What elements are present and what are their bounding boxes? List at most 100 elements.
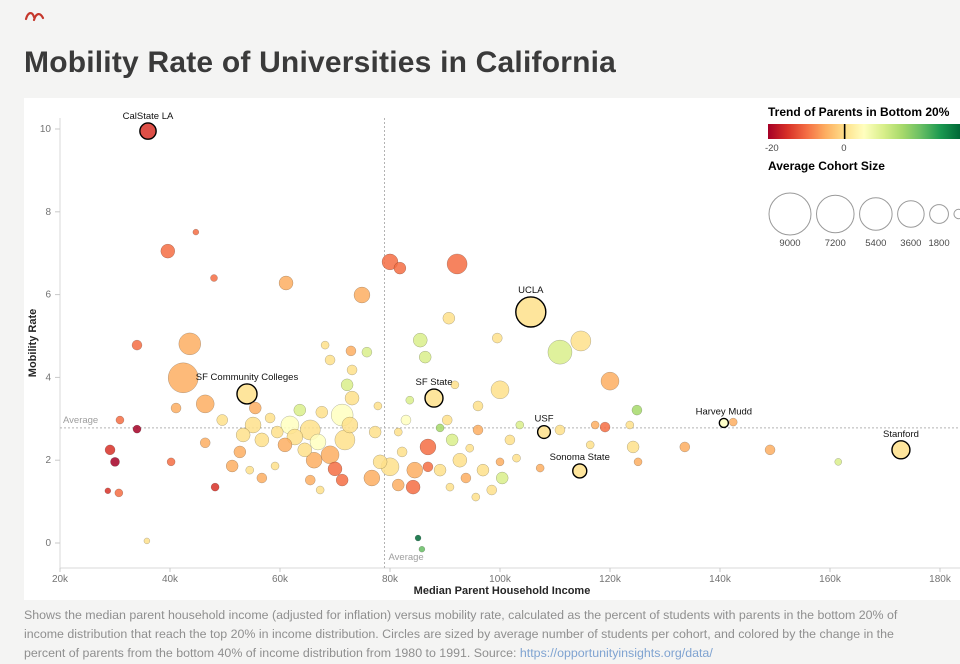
data-point[interactable] xyxy=(110,457,120,467)
data-point-harvey-mudd[interactable] xyxy=(718,417,730,429)
caption-source-link[interactable]: https://opportunityinsights.org/data/ xyxy=(519,646,713,661)
data-point[interactable] xyxy=(372,454,388,470)
data-point[interactable] xyxy=(264,412,276,424)
data-point[interactable] xyxy=(315,405,329,419)
data-point[interactable] xyxy=(271,425,284,439)
data-point[interactable] xyxy=(728,417,738,427)
data-point[interactable] xyxy=(256,472,268,484)
data-point[interactable] xyxy=(335,473,349,487)
data-point[interactable] xyxy=(490,380,510,400)
data-point[interactable] xyxy=(167,362,199,394)
data-point-sf-state[interactable] xyxy=(424,388,444,408)
data-point[interactable] xyxy=(418,545,426,553)
data-point[interactable] xyxy=(270,461,280,471)
data-point[interactable] xyxy=(405,479,421,495)
data-point[interactable] xyxy=(472,400,484,412)
data-point[interactable] xyxy=(554,424,566,436)
data-point-stanford[interactable] xyxy=(891,440,911,460)
data-point-usf[interactable] xyxy=(536,424,552,440)
data-point[interactable] xyxy=(233,445,247,459)
data-point[interactable] xyxy=(433,463,447,477)
data-point[interactable] xyxy=(590,420,600,430)
data-point[interactable] xyxy=(373,401,383,411)
data-point[interactable] xyxy=(585,440,595,450)
data-point[interactable] xyxy=(405,395,415,405)
data-point-sonoma-state[interactable] xyxy=(572,463,588,479)
data-point[interactable] xyxy=(472,424,484,436)
data-point[interactable] xyxy=(286,428,304,446)
data-point[interactable] xyxy=(460,472,472,484)
data-point[interactable] xyxy=(199,437,211,449)
data-point[interactable] xyxy=(633,457,643,467)
data-point[interactable] xyxy=(244,416,262,434)
data-point[interactable] xyxy=(406,461,423,479)
data-point[interactable] xyxy=(132,424,142,434)
data-point[interactable] xyxy=(320,340,330,350)
data-point[interactable] xyxy=(345,345,357,357)
data-point[interactable] xyxy=(442,311,456,325)
data-point[interactable] xyxy=(104,444,116,456)
data-point[interactable] xyxy=(320,445,340,465)
data-point[interactable] xyxy=(114,488,124,498)
data-point[interactable] xyxy=(492,332,503,344)
data-point[interactable] xyxy=(309,433,327,451)
data-point[interactable] xyxy=(450,380,460,390)
data-point[interactable] xyxy=(210,274,218,282)
data-point[interactable] xyxy=(249,401,262,415)
data-point[interactable] xyxy=(104,487,112,495)
data-point[interactable] xyxy=(346,364,358,376)
data-point-ucla[interactable] xyxy=(515,296,547,328)
data-point[interactable] xyxy=(327,461,343,477)
data-point[interactable] xyxy=(305,474,316,486)
data-point[interactable] xyxy=(400,414,412,426)
data-point[interactable] xyxy=(315,485,325,495)
data-point[interactable] xyxy=(445,482,455,492)
data-point[interactable] xyxy=(245,465,255,475)
data-point[interactable] xyxy=(277,437,293,453)
data-point[interactable] xyxy=(535,463,545,473)
data-point[interactable] xyxy=(381,253,399,271)
data-point[interactable] xyxy=(235,427,251,443)
data-point[interactable] xyxy=(363,469,381,487)
data-point[interactable] xyxy=(452,452,468,468)
data-point[interactable] xyxy=(178,332,202,356)
data-point[interactable] xyxy=(465,443,475,453)
data-point[interactable] xyxy=(170,402,182,414)
data-point[interactable] xyxy=(570,330,592,352)
data-point[interactable] xyxy=(495,457,505,467)
data-point[interactable] xyxy=(446,253,468,275)
data-point[interactable] xyxy=(396,446,408,458)
data-point[interactable] xyxy=(422,461,434,473)
data-point[interactable] xyxy=(413,332,428,348)
data-point[interactable] xyxy=(254,432,270,448)
data-point[interactable] xyxy=(679,441,691,453)
data-point[interactable] xyxy=(547,339,573,365)
data-point[interactable] xyxy=(599,421,611,433)
data-point[interactable] xyxy=(341,416,359,434)
data-point[interactable] xyxy=(419,438,437,456)
data-point[interactable] xyxy=(297,442,312,458)
data-point[interactable] xyxy=(340,378,354,392)
data-point[interactable] xyxy=(210,482,220,492)
data-point[interactable] xyxy=(764,444,776,456)
data-point[interactable] xyxy=(414,534,422,542)
data-point[interactable] xyxy=(115,415,125,425)
data-point[interactable] xyxy=(216,414,229,426)
data-point[interactable] xyxy=(160,243,176,259)
data-point[interactable] xyxy=(441,414,453,426)
data-point[interactable] xyxy=(368,425,382,439)
data-point[interactable] xyxy=(495,471,509,485)
data-point-sf-community-colleges[interactable] xyxy=(236,383,258,405)
data-point[interactable] xyxy=(512,453,521,463)
data-point[interactable] xyxy=(504,434,516,446)
data-point[interactable] xyxy=(166,457,176,467)
data-point[interactable] xyxy=(626,440,640,454)
data-point[interactable] xyxy=(393,261,407,275)
data-point[interactable] xyxy=(631,404,643,416)
data-point[interactable] xyxy=(486,484,497,496)
data-point[interactable] xyxy=(305,451,323,469)
data-point[interactable] xyxy=(834,458,842,466)
data-point[interactable] xyxy=(293,403,307,417)
data-point[interactable] xyxy=(225,459,239,473)
data-point[interactable] xyxy=(435,423,445,433)
